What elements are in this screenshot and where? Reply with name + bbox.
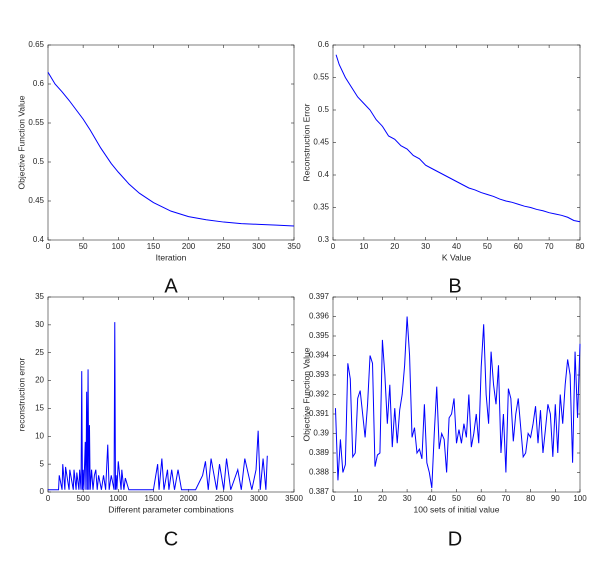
y-tick-label: 0.387 (309, 487, 330, 496)
x-tick-label: 70 (501, 494, 510, 503)
axes-box (47, 44, 295, 241)
y-tick-label: 0.5 (33, 157, 45, 166)
x-tick-label: 0 (46, 242, 51, 251)
x-tick-label: 1000 (109, 494, 127, 503)
data-line (47, 72, 295, 227)
x-tick-label: 80 (526, 494, 535, 503)
panel-label: D (448, 528, 462, 550)
x-tick-label: 30 (421, 242, 430, 251)
y-tick-label: 0.388 (309, 468, 330, 477)
y-tick-label: 0.45 (313, 138, 329, 147)
y-tick-label: 0.3 (318, 235, 330, 244)
x-tick-label: 20 (390, 242, 399, 251)
x-tick-label: 10 (353, 494, 362, 503)
data-line (334, 316, 581, 489)
x-tick-label: 30 (403, 494, 412, 503)
x-tick-label: 90 (551, 494, 560, 503)
y-tick-label: 0.391 (309, 409, 330, 418)
x-axis-label: Different parameter combinations (108, 504, 234, 514)
y-tick-label: 0.45 (28, 196, 44, 205)
data-line (48, 322, 268, 491)
x-tick-label: 50 (79, 242, 88, 251)
axes-box (332, 44, 581, 241)
x-tick-label: 2000 (180, 494, 198, 503)
x-tick-label: 80 (576, 242, 585, 251)
x-tick-label: 0 (331, 494, 336, 503)
x-tick-label: 200 (182, 242, 196, 251)
y-tick-label: 0.55 (28, 118, 44, 127)
y-tick-label: 0.397 (309, 292, 330, 301)
y-tick-label: 0.389 (309, 448, 330, 457)
y-tick-label: 0.4 (318, 170, 330, 179)
x-tick-label: 100 (573, 494, 587, 503)
y-tick-label: 25 (35, 348, 44, 357)
y-tick-label: 0.5 (318, 105, 330, 114)
x-tick-label: 500 (76, 494, 90, 503)
y-tick-label: 0.396 (309, 312, 330, 321)
y-tick-label: 0 (40, 487, 45, 496)
y-tick-label: 30 (35, 320, 44, 329)
panel-label: A (164, 275, 178, 297)
x-axis-label: 100 sets of initial value (414, 504, 500, 514)
y-axis-label: reconstruction error (16, 357, 26, 431)
y-tick-label: 15 (35, 404, 44, 413)
y-tick-label: 0.55 (313, 73, 329, 82)
panel-label: B (448, 275, 461, 297)
x-tick-label: 40 (452, 242, 461, 251)
y-axis-label: Reconstruction Error (301, 103, 311, 181)
y-tick-label: 0.393 (309, 370, 330, 379)
y-axis-label: Objective Function Value (16, 95, 26, 189)
x-tick-label: 350 (287, 242, 301, 251)
x-tick-label: 50 (483, 242, 492, 251)
x-tick-label: 3000 (250, 494, 268, 503)
y-tick-label: 0.35 (313, 203, 329, 212)
x-axis-label: K Value (442, 252, 471, 262)
x-tick-label: 50 (452, 494, 461, 503)
y-axis-label: Objective Function Value (301, 347, 311, 441)
y-tick-label: 10 (35, 431, 44, 440)
x-tick-label: 2500 (215, 494, 233, 503)
y-tick-label: 0.6 (318, 40, 330, 49)
x-tick-label: 0 (46, 494, 51, 503)
y-tick-label: 0.6 (33, 79, 45, 88)
panel-label: C (164, 528, 178, 550)
x-tick-label: 300 (252, 242, 266, 251)
x-tick-label: 10 (359, 242, 368, 251)
y-tick-label: 0.4 (33, 235, 45, 244)
x-tick-label: 40 (427, 494, 436, 503)
x-tick-label: 1500 (145, 494, 163, 503)
x-tick-label: 100 (112, 242, 126, 251)
y-tick-label: 0.39 (313, 429, 329, 438)
y-tick-label: 0.65 (28, 40, 44, 49)
x-tick-label: 70 (545, 242, 554, 251)
x-tick-label: 3500 (285, 494, 303, 503)
axes-box (332, 296, 581, 493)
y-tick-label: 35 (35, 292, 44, 301)
y-tick-label: 0.394 (309, 351, 330, 360)
data-line (335, 54, 581, 223)
x-tick-label: 60 (477, 494, 486, 503)
x-tick-label: 60 (514, 242, 523, 251)
y-tick-label: 0.392 (309, 390, 330, 399)
x-axis-label: Iteration (156, 252, 187, 262)
x-tick-label: 0 (331, 242, 336, 251)
x-tick-label: 150 (147, 242, 161, 251)
y-tick-label: 20 (35, 376, 44, 385)
y-tick-label: 5 (40, 459, 45, 468)
x-tick-label: 250 (217, 242, 231, 251)
y-tick-label: 0.395 (309, 331, 330, 340)
x-tick-label: 20 (378, 494, 387, 503)
